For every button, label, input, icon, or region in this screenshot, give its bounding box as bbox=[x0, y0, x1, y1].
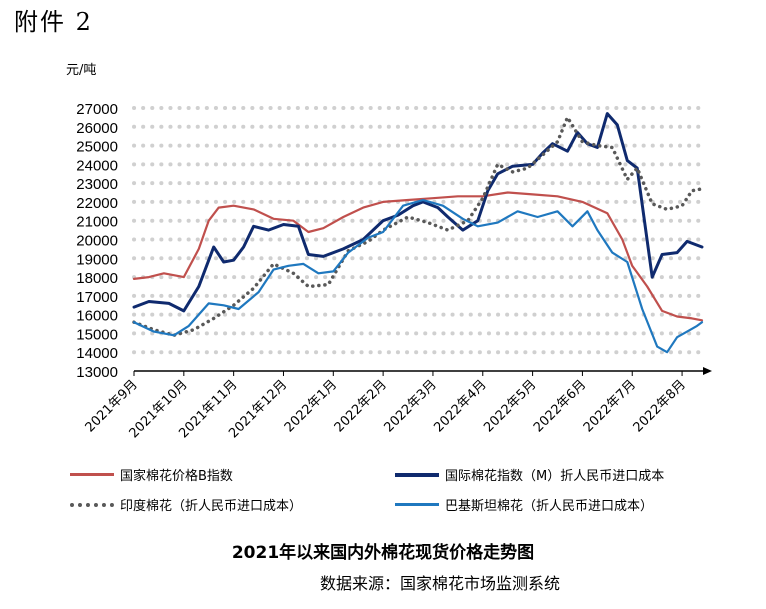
x-axis bbox=[134, 367, 712, 375]
series-line-0 bbox=[132, 191, 704, 322]
legend-item-india: 印度棉花（折人民币进口成本） bbox=[70, 495, 302, 514]
x-tick-label: 2022年6月 bbox=[531, 377, 589, 435]
series-line-3 bbox=[132, 198, 704, 354]
y-tick-label: 21000 bbox=[76, 214, 118, 231]
y-tick-label: 15000 bbox=[76, 326, 118, 343]
legend-label: 国际棉花指数（M）折人民币进口成本 bbox=[445, 469, 665, 484]
y-tick-label: 24000 bbox=[76, 157, 118, 174]
y-tick-label: 27000 bbox=[76, 101, 118, 118]
y-tick-label: 23000 bbox=[76, 176, 118, 193]
legend-label: 国家棉花价格B指数 bbox=[120, 469, 233, 484]
x-tick-label: 2022年7月 bbox=[581, 377, 639, 435]
x-tick-label: 2022年5月 bbox=[481, 377, 539, 435]
legend-swatch bbox=[395, 503, 439, 506]
y-tick-label: 22000 bbox=[76, 195, 118, 212]
legend-label: 印度棉花（折人民币进口成本） bbox=[120, 499, 303, 514]
y-tick-label: 14000 bbox=[76, 345, 118, 362]
series-line-1 bbox=[132, 112, 704, 313]
y-tick-label: 13000 bbox=[76, 364, 118, 381]
legend-item-intl-index: 国际棉花指数（M）折人民币进口成本 bbox=[395, 465, 664, 484]
x-tick-label: 2022年8月 bbox=[631, 377, 689, 435]
series-lines bbox=[132, 112, 704, 354]
attachment-label: 附件 2 bbox=[14, 8, 93, 36]
y-tick-label: 26000 bbox=[76, 120, 118, 137]
y-tick-label: 20000 bbox=[76, 233, 118, 250]
x-tick-label: 2022年2月 bbox=[332, 377, 390, 435]
legend-swatch bbox=[395, 472, 439, 477]
x-tick-label: 2022年3月 bbox=[382, 377, 440, 435]
legend-swatch bbox=[70, 473, 114, 476]
y-tick-label: 17000 bbox=[76, 289, 118, 306]
y-tick-label: 18000 bbox=[76, 270, 118, 287]
x-tick-label: 2022年1月 bbox=[282, 377, 340, 435]
legend-item-b-index: 国家棉花价格B指数 bbox=[70, 465, 233, 484]
y-tick-label: 25000 bbox=[76, 139, 118, 156]
chart-caption: 2021年以来国内外棉花现货价格走势图 bbox=[231, 543, 535, 563]
legend-swatch bbox=[70, 502, 114, 507]
y-axis-label: 元/吨 bbox=[66, 63, 96, 78]
x-axis-arrow bbox=[703, 367, 712, 375]
x-tick-label: 2022年4月 bbox=[431, 377, 489, 435]
series-line-2 bbox=[132, 115, 704, 338]
y-tick-label: 19000 bbox=[76, 251, 118, 268]
data-source: 数据来源：国家棉花市场监测系统 bbox=[320, 574, 561, 593]
legend-item-pakistan: 巴基斯坦棉花（折人民币进口成本） bbox=[395, 495, 653, 514]
x-tick-labels: 2021年9月2021年10月2021年11月2021年12月2022年1月20… bbox=[83, 371, 689, 441]
legend-label: 巴基斯坦棉花（折人民币进口成本） bbox=[445, 499, 654, 514]
y-tick-label: 16000 bbox=[76, 308, 118, 325]
